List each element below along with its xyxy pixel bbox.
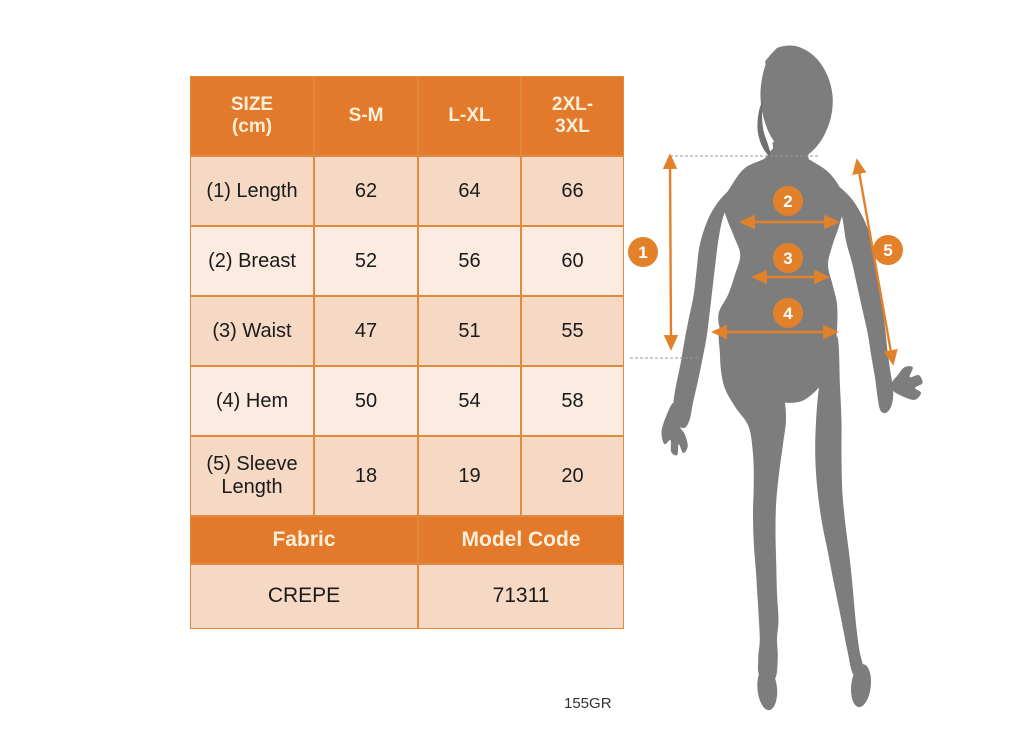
svg-text:4: 4 [783, 304, 793, 323]
svg-text:3: 3 [783, 249, 792, 268]
svg-text:5: 5 [883, 241, 892, 260]
svg-text:1: 1 [638, 243, 647, 262]
svg-text:2: 2 [783, 192, 792, 211]
